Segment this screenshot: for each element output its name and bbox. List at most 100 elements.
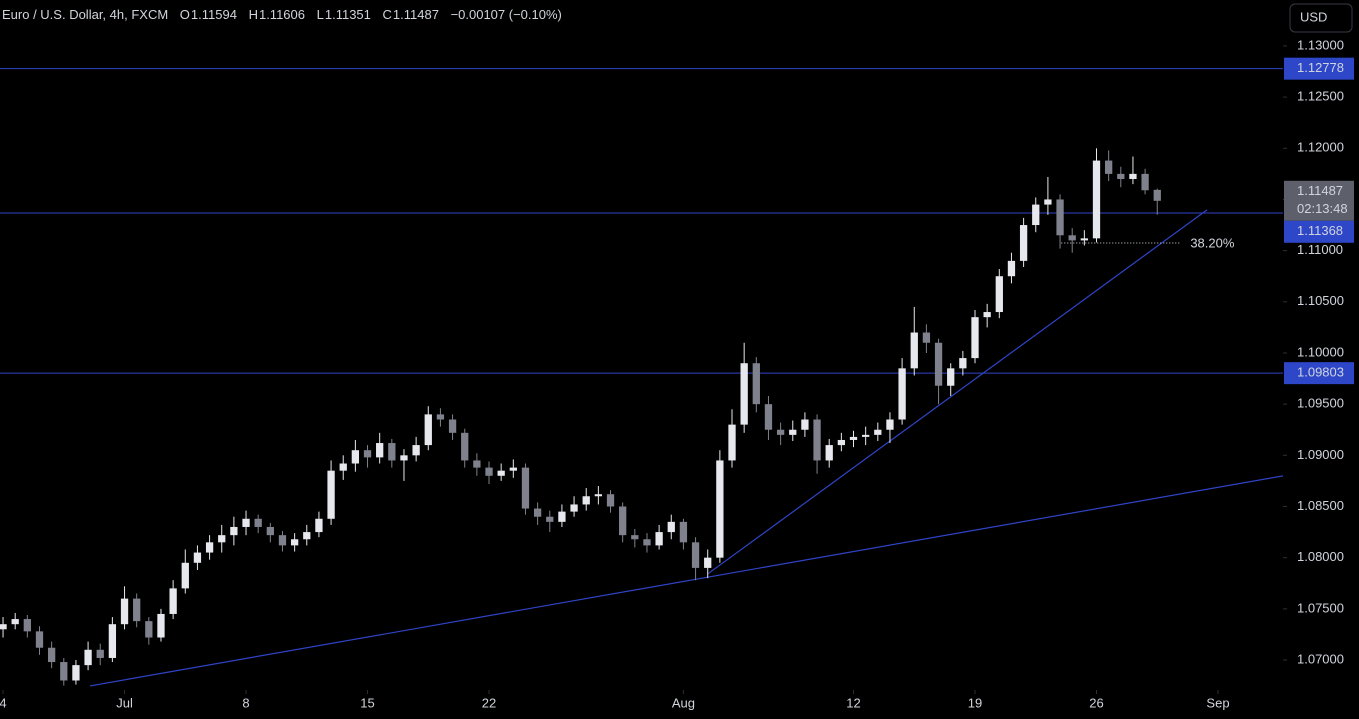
header: Euro / U.S. Dollar, 4h, FXCM O1.11594 H1… [2,7,562,22]
candle-body [47,647,56,663]
candle-body [704,557,712,568]
symbol-title: Euro / U.S. Dollar, 4h, FXCM [2,7,168,22]
y-tick-label: 1.10500 [1297,293,1344,308]
level-tag [1284,220,1354,243]
candle-body [1153,189,1161,201]
currency-button[interactable]: USD [1289,3,1353,33]
candle-body [776,429,785,435]
candle-body [388,443,396,461]
candle-body [837,439,846,446]
ohlc-label: L [317,7,324,22]
candle-body [679,521,688,543]
candle-body [205,542,214,553]
candle-body [619,506,627,536]
candle-body [145,621,153,638]
candle-body [23,619,31,632]
candle-body [655,532,663,546]
candle-body [497,470,505,476]
candle-body [327,470,335,519]
price-tag-label: 1.11487 [1297,183,1343,198]
candle-body [716,460,724,558]
candle-body [35,631,44,648]
candle-body [971,317,979,359]
candle-body [60,662,68,681]
candle-body [558,511,566,522]
candle-body [157,613,165,638]
candle-body [108,624,117,658]
candle-body [84,649,92,666]
y-tick-label: 1.09000 [1297,447,1344,462]
candle-body [1117,173,1125,179]
candle-body [1080,238,1088,241]
candle-body [862,434,870,437]
candle-body [120,598,129,625]
candle-body [801,419,809,430]
candle-body [1141,173,1149,191]
candle-body [643,539,651,546]
candle-body [570,504,578,512]
candle-body [752,363,760,405]
candle-body [473,460,481,468]
level-tag-label: 1.12778 [1297,60,1344,75]
candle-body [825,445,833,461]
x-tick-label: 19 [968,695,982,710]
candle-body [1105,160,1113,174]
candle-body [242,518,250,527]
candle-body [849,436,858,440]
level-tag-label: 1.09803 [1297,365,1344,380]
ohlc-label: H [249,7,258,22]
candle-body [509,467,517,471]
ohlc-value: 1.11606 [259,7,305,22]
y-tick-label: 1.08000 [1297,549,1344,564]
candle-body [959,358,967,369]
candle-body [631,535,639,540]
candle-body [424,414,432,446]
candle-body [789,429,797,435]
candle-body [934,342,943,386]
candle-body [922,332,931,343]
plot-area [0,68,1284,687]
y-tick-label: 1.10000 [1297,344,1344,359]
y-tick-label: 1.13000 [1297,37,1344,52]
candle-body [363,450,372,458]
candle-body [339,463,347,471]
candle-body [691,542,700,568]
candle-body [376,443,384,458]
candle-body [886,419,894,430]
candle-body [461,432,469,461]
candle-body [740,363,748,425]
candle-body [254,518,262,527]
candle-body [594,494,603,497]
candle-body [181,562,189,589]
x-tick-label: 22 [482,695,496,710]
level-tag-label: 1.11368 [1297,223,1343,238]
candle-body [533,508,542,517]
candle-body [230,526,238,536]
change: −0.00107 (−0.10%) [451,7,562,22]
candle-body [874,429,882,435]
candle-body [412,445,420,456]
candle-body [11,619,19,625]
button-label[interactable]: USD [1300,9,1327,24]
candle-body [764,404,773,430]
candle-body [947,368,955,386]
candle-body [290,539,299,546]
button-frame [1289,3,1353,33]
candle-body [169,588,177,614]
x-tick-label: 8 [242,695,249,710]
ohlc-value: 1.11487 [393,7,439,22]
candle-body [546,516,554,522]
candle-body [1032,204,1040,226]
candle-body [96,649,104,658]
x-tick-label: 4 [0,695,7,710]
y-tick-label: 1.12500 [1297,89,1344,104]
candle-body [400,455,408,461]
x-tick-label: 12 [846,695,860,710]
price-tag [1284,180,1354,221]
candle-body [582,496,590,505]
ohlc-label: C [383,7,392,22]
ohlc-label: O [180,7,190,22]
